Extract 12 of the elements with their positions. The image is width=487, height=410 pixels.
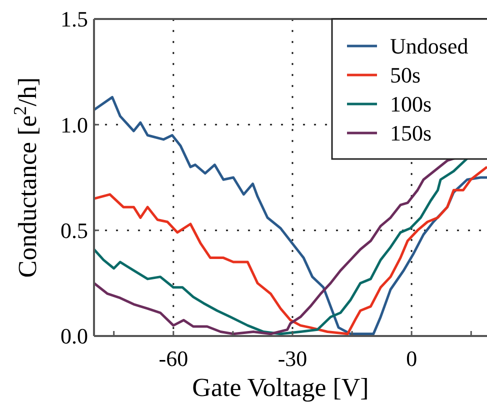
legend-label: 100s (390, 92, 432, 117)
x-tick-label: -30 (278, 346, 308, 371)
y-tick-label: 1.0 (60, 112, 88, 138)
y-tick-label: 0.5 (60, 218, 88, 244)
x-tick-label: 0 (406, 346, 418, 371)
x-axis-title: Gate Voltage [V] (192, 373, 369, 402)
y-tick-label: 1.5 (60, 6, 88, 32)
y-tick-label: 0.0 (60, 324, 88, 349)
legend-label: 50s (390, 62, 421, 88)
x-tick-label: -60 (158, 346, 188, 371)
legend-label: 150s (390, 120, 432, 146)
legend-label: Undosed (390, 34, 468, 59)
